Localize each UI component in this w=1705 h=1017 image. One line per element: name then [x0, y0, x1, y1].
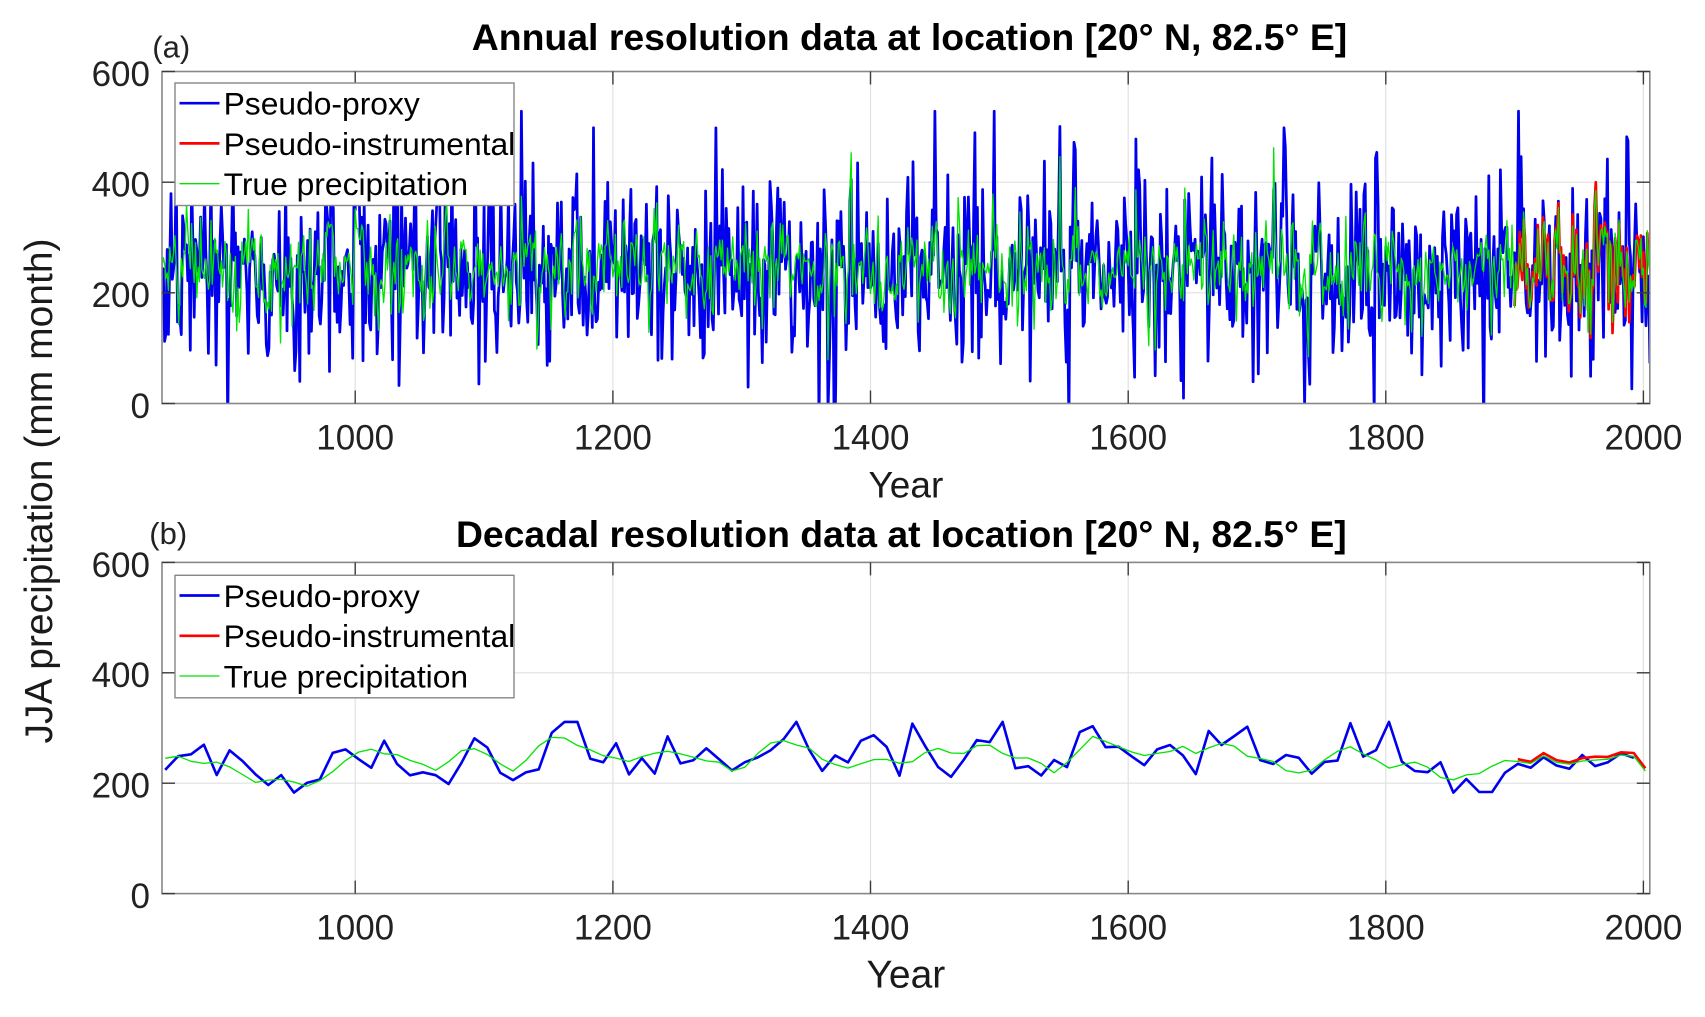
svg-text:400: 400 — [92, 166, 150, 205]
svg-text:400: 400 — [92, 656, 150, 695]
svg-text:1400: 1400 — [832, 419, 910, 458]
svg-text:1000: 1000 — [316, 909, 394, 948]
svg-text:1400: 1400 — [832, 909, 910, 948]
svg-text:Pseudo-proxy: Pseudo-proxy — [224, 86, 420, 122]
svg-text:600: 600 — [92, 546, 150, 585]
svg-text:Pseudo-instrumental: Pseudo-instrumental — [224, 126, 516, 162]
svg-text:1200: 1200 — [574, 419, 652, 458]
svg-text:200: 200 — [92, 276, 150, 315]
svg-text:Year: Year — [869, 465, 944, 506]
svg-text:(b): (b) — [149, 516, 187, 551]
svg-text:2000: 2000 — [1604, 419, 1682, 458]
svg-text:1800: 1800 — [1347, 909, 1425, 948]
svg-text:Decadal resolution data at loc: Decadal resolution data at location [20°… — [456, 513, 1347, 555]
svg-text:True precipitation: True precipitation — [224, 658, 469, 694]
svg-text:True precipitation: True precipitation — [224, 166, 469, 202]
svg-text:1000: 1000 — [316, 419, 394, 458]
svg-text:600: 600 — [92, 55, 150, 94]
svg-text:JJA precipitation (mm month): JJA precipitation (mm month) — [18, 238, 61, 743]
svg-text:Pseudo-instrumental: Pseudo-instrumental — [224, 618, 516, 654]
svg-text:1600: 1600 — [1089, 909, 1167, 948]
svg-text:1800: 1800 — [1347, 419, 1425, 458]
svg-text:(a): (a) — [152, 30, 190, 65]
svg-text:Year: Year — [866, 953, 945, 996]
svg-text:1200: 1200 — [574, 909, 652, 948]
svg-text:Pseudo-proxy: Pseudo-proxy — [224, 578, 420, 614]
svg-text:200: 200 — [92, 767, 150, 806]
svg-text:2000: 2000 — [1604, 909, 1682, 948]
svg-text:0: 0 — [131, 877, 150, 916]
svg-text:Annual resolution data at loca: Annual resolution data at location [20° … — [472, 16, 1348, 58]
svg-text:1600: 1600 — [1089, 419, 1167, 458]
svg-text:0: 0 — [131, 387, 150, 426]
